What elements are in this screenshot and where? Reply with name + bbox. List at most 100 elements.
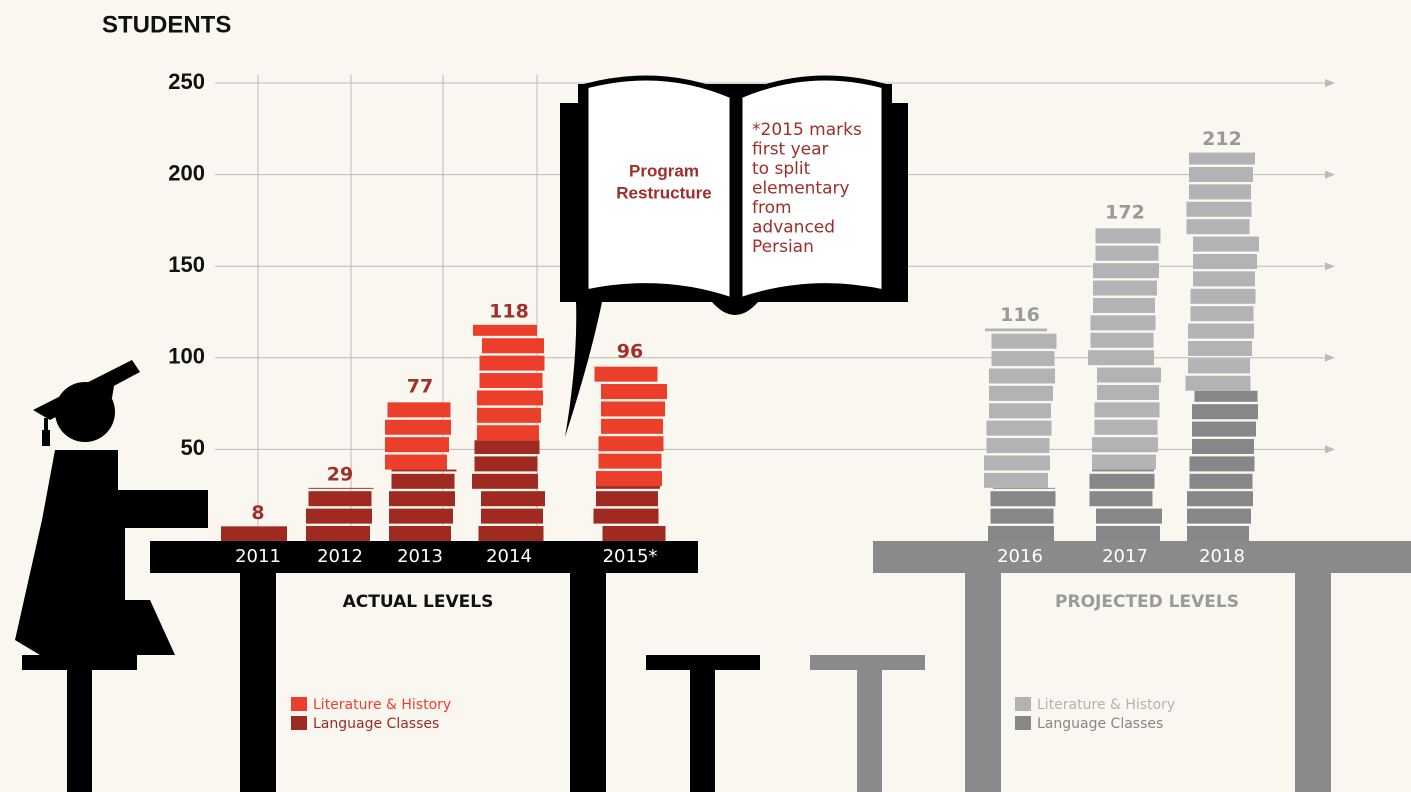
book [221, 526, 287, 541]
bar-segment [594, 366, 667, 487]
book [986, 438, 1050, 454]
bar-segment [1088, 228, 1161, 470]
book [481, 491, 545, 507]
book [1090, 332, 1154, 348]
book [306, 508, 372, 524]
book [479, 355, 545, 371]
x-tick-label: 2017 [1102, 546, 1148, 567]
total-label: 8 [251, 502, 264, 524]
book [389, 508, 453, 524]
plot: 50 100 150 200 250 8 2011 29 2012 77 2013 118 2014 96… [168, 69, 1259, 732]
book [598, 453, 662, 469]
book [596, 491, 658, 507]
x-tick-label: 2018 [1199, 546, 1245, 567]
book [1193, 253, 1257, 269]
book [598, 436, 664, 452]
book [1092, 454, 1156, 470]
grid-arrow [1325, 170, 1335, 179]
book [990, 491, 1056, 507]
book [596, 471, 662, 487]
book [478, 526, 544, 541]
legend-swatch [1015, 697, 1031, 711]
bar-segment [1089, 469, 1162, 541]
bar-segment [984, 328, 1057, 488]
book [1096, 526, 1160, 541]
table-projected [810, 541, 1411, 792]
x-tick-label: 2011 [235, 546, 281, 567]
book [1186, 201, 1252, 217]
book [1193, 236, 1259, 252]
legend-label: Literature & History [1037, 697, 1175, 713]
bar-segment [389, 469, 457, 541]
bar-segment [593, 486, 666, 541]
book [481, 508, 543, 524]
bar-segment [988, 487, 1056, 541]
legend-swatch [291, 716, 307, 730]
book [1188, 358, 1250, 374]
book [593, 508, 659, 524]
book [596, 486, 660, 489]
book [389, 526, 451, 541]
book [1093, 297, 1155, 313]
bar-segment [1185, 152, 1259, 391]
book [601, 418, 663, 434]
x-axis-label: PROJECTED LEVELS [1055, 592, 1239, 612]
book [1097, 384, 1159, 400]
annotation-note: to split [752, 159, 811, 179]
book [1185, 375, 1251, 391]
book [601, 384, 667, 400]
book [990, 508, 1054, 524]
book [1189, 473, 1253, 489]
bar-segment [306, 487, 374, 541]
book [1192, 439, 1254, 454]
total-label: 96 [617, 341, 643, 363]
book [1090, 315, 1156, 331]
book [385, 454, 447, 470]
book [594, 366, 658, 382]
book [474, 456, 538, 472]
book [482, 338, 544, 354]
book [993, 487, 1055, 489]
x-tick-label: 2014 [486, 546, 532, 567]
book [1094, 402, 1160, 418]
book [1094, 419, 1158, 435]
y-tick-label: 50 [181, 435, 205, 460]
book [1189, 456, 1255, 472]
bar-segment [473, 324, 545, 441]
book [1092, 437, 1158, 453]
y-tick-label: 100 [168, 344, 205, 369]
grid-arrow [1325, 79, 1335, 87]
book [479, 373, 543, 389]
y-tick-label: 200 [168, 160, 205, 185]
legend-swatch [291, 697, 307, 711]
book [1095, 228, 1161, 244]
book [477, 425, 539, 441]
book [1194, 390, 1258, 402]
book [1192, 404, 1258, 420]
annotation-note: from [752, 198, 792, 218]
book [472, 473, 538, 489]
book [391, 469, 457, 472]
book [1187, 508, 1251, 524]
book [473, 324, 537, 336]
book [985, 328, 1047, 332]
total-label: 77 [407, 375, 433, 397]
legend-label: Literature & History [313, 697, 451, 713]
book [1097, 367, 1161, 383]
book [474, 440, 540, 454]
book [1190, 306, 1254, 322]
book [989, 385, 1053, 401]
grid-arrow [1325, 445, 1335, 454]
book [988, 526, 1054, 541]
grid-arrow [1325, 262, 1335, 271]
book [1188, 340, 1252, 356]
book [308, 487, 374, 489]
book [1093, 280, 1157, 296]
book [986, 420, 1052, 436]
book [1092, 469, 1154, 472]
total-label: 29 [327, 463, 353, 485]
book [477, 390, 543, 406]
bar-segment [472, 440, 545, 541]
annotation-note: first year [752, 140, 829, 160]
